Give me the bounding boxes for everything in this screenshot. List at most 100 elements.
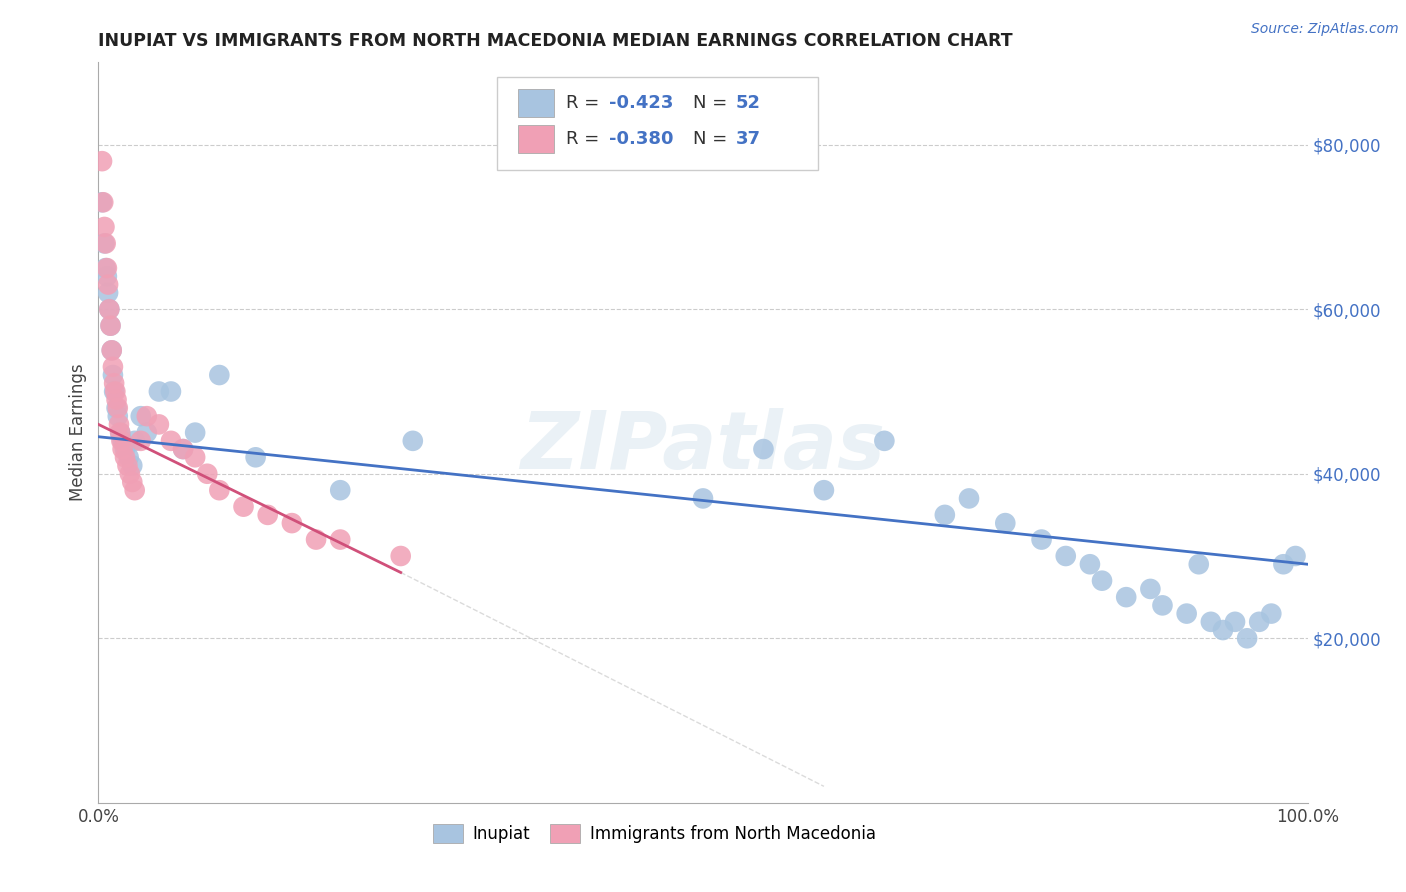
Point — [111, 434, 134, 448]
Point — [232, 500, 254, 514]
Point — [281, 516, 304, 530]
Point — [129, 409, 152, 424]
Point — [94, 261, 117, 276]
Point — [752, 442, 775, 456]
Point — [208, 483, 231, 498]
Text: ZIPatlas: ZIPatlas — [520, 409, 886, 486]
Point — [1199, 615, 1222, 629]
FancyBboxPatch shape — [498, 78, 818, 169]
Point — [160, 384, 183, 399]
Point — [1175, 607, 1198, 621]
Point — [1054, 549, 1077, 563]
Point — [172, 442, 194, 456]
Text: R =: R = — [567, 95, 606, 112]
Point — [135, 409, 157, 424]
FancyBboxPatch shape — [517, 125, 554, 153]
Point — [108, 425, 131, 440]
Point — [91, 154, 114, 169]
Point — [934, 508, 956, 522]
Point — [104, 384, 127, 399]
Text: -0.423: -0.423 — [609, 95, 673, 112]
Text: INUPIAT VS IMMIGRANTS FROM NORTH MACEDONIA MEDIAN EARNINGS CORRELATION CHART: INUPIAT VS IMMIGRANTS FROM NORTH MACEDON… — [98, 32, 1014, 50]
Text: N =: N = — [693, 95, 734, 112]
Point — [1284, 549, 1306, 563]
Point — [103, 376, 125, 391]
Point — [107, 401, 129, 415]
Point — [129, 434, 152, 448]
Point — [108, 417, 131, 432]
Point — [329, 533, 352, 547]
Point — [184, 450, 207, 465]
Point — [256, 508, 278, 522]
Point — [91, 195, 114, 210]
Point — [111, 442, 134, 456]
Point — [94, 236, 117, 251]
Point — [101, 359, 124, 374]
Point — [245, 450, 267, 465]
Point — [97, 277, 120, 292]
Point — [117, 458, 139, 473]
Legend: Inupiat, Immigrants from North Macedonia: Inupiat, Immigrants from North Macedonia — [426, 817, 883, 850]
Point — [98, 302, 121, 317]
Point — [118, 450, 141, 465]
Point — [107, 409, 129, 424]
FancyBboxPatch shape — [517, 89, 554, 117]
Point — [305, 533, 328, 547]
Text: R =: R = — [567, 129, 606, 148]
Point — [105, 392, 128, 407]
Point — [1078, 558, 1101, 572]
Point — [195, 467, 218, 481]
Text: -0.380: -0.380 — [609, 129, 673, 148]
Text: Source: ZipAtlas.com: Source: ZipAtlas.com — [1251, 22, 1399, 37]
Point — [103, 384, 125, 399]
Point — [98, 302, 121, 317]
Point — [1260, 607, 1282, 621]
Y-axis label: Median Earnings: Median Earnings — [69, 364, 87, 501]
Point — [100, 318, 122, 333]
Point — [91, 195, 114, 210]
Point — [957, 491, 980, 506]
Point — [1223, 615, 1246, 629]
Text: N =: N = — [693, 129, 734, 148]
Point — [184, 425, 207, 440]
Point — [124, 434, 146, 448]
Point — [124, 483, 146, 498]
Point — [873, 434, 896, 448]
Point — [100, 343, 122, 358]
Text: 52: 52 — [735, 95, 761, 112]
Point — [93, 219, 115, 234]
Point — [1249, 615, 1271, 629]
Point — [101, 368, 124, 382]
Point — [1139, 582, 1161, 596]
Point — [96, 261, 118, 276]
Point — [148, 417, 170, 432]
Point — [118, 467, 141, 481]
Point — [1091, 574, 1114, 588]
Point — [93, 236, 115, 251]
Point — [110, 434, 132, 448]
Point — [105, 401, 128, 415]
Point — [1212, 623, 1234, 637]
Point — [172, 442, 194, 456]
Point — [148, 384, 170, 399]
Point — [329, 483, 352, 498]
Text: 37: 37 — [735, 129, 761, 148]
Point — [692, 491, 714, 506]
Point — [121, 475, 143, 489]
Point — [402, 434, 425, 448]
Point — [813, 483, 835, 498]
Point — [1272, 558, 1295, 572]
Point — [108, 425, 131, 440]
Point — [160, 434, 183, 448]
Point — [208, 368, 231, 382]
Point — [389, 549, 412, 563]
Point — [100, 343, 122, 358]
Point — [994, 516, 1017, 530]
Point — [96, 269, 118, 284]
Point — [1152, 599, 1174, 613]
Point — [1188, 558, 1211, 572]
Point — [1236, 632, 1258, 646]
Point — [114, 442, 136, 456]
Point — [1031, 533, 1053, 547]
Point — [121, 458, 143, 473]
